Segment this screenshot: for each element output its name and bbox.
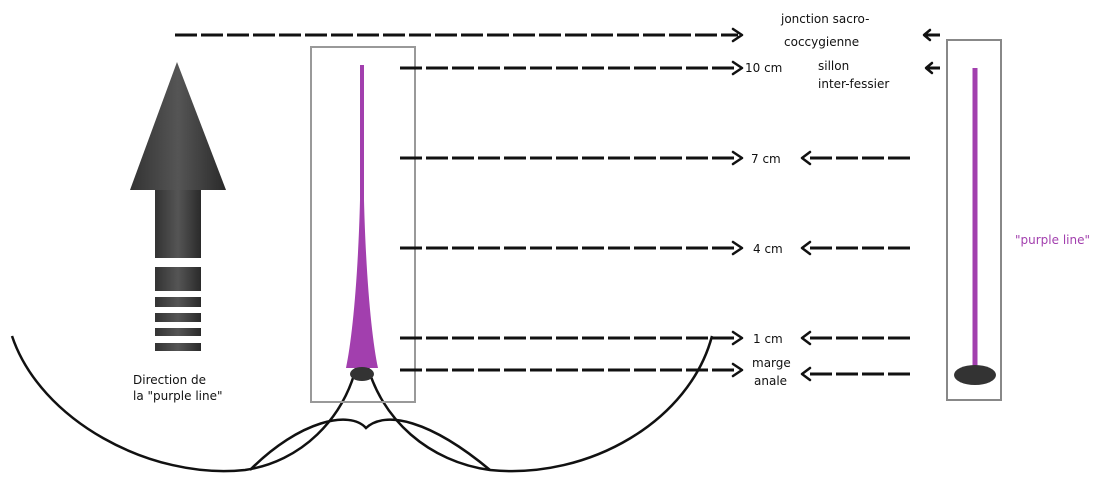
anal-margin (954, 365, 996, 385)
level-label: coccygienne (784, 35, 859, 49)
purple-line (346, 65, 378, 368)
frame (946, 39, 1002, 401)
level-arrows (175, 27, 744, 378)
direction-label: Direction de (133, 373, 206, 387)
direction-label: la "purple line" (133, 389, 223, 403)
purple-line-label: "purple line" (1015, 233, 1090, 247)
level-label: 4 cm (753, 242, 783, 256)
level-label: 1 cm (753, 332, 783, 346)
level-label: 7 cm (751, 152, 781, 166)
anal-margin (350, 367, 374, 381)
frame (310, 46, 416, 403)
direction-arrow (130, 62, 226, 351)
level-label: 10 cm (745, 61, 782, 75)
level-label: marge (752, 356, 791, 370)
level-label: jonction sacro- (780, 12, 869, 26)
level-label: anale (754, 374, 787, 388)
right-arrows (800, 28, 940, 382)
level-label: sillon (818, 59, 849, 73)
level-label: inter-fessier (818, 77, 889, 91)
